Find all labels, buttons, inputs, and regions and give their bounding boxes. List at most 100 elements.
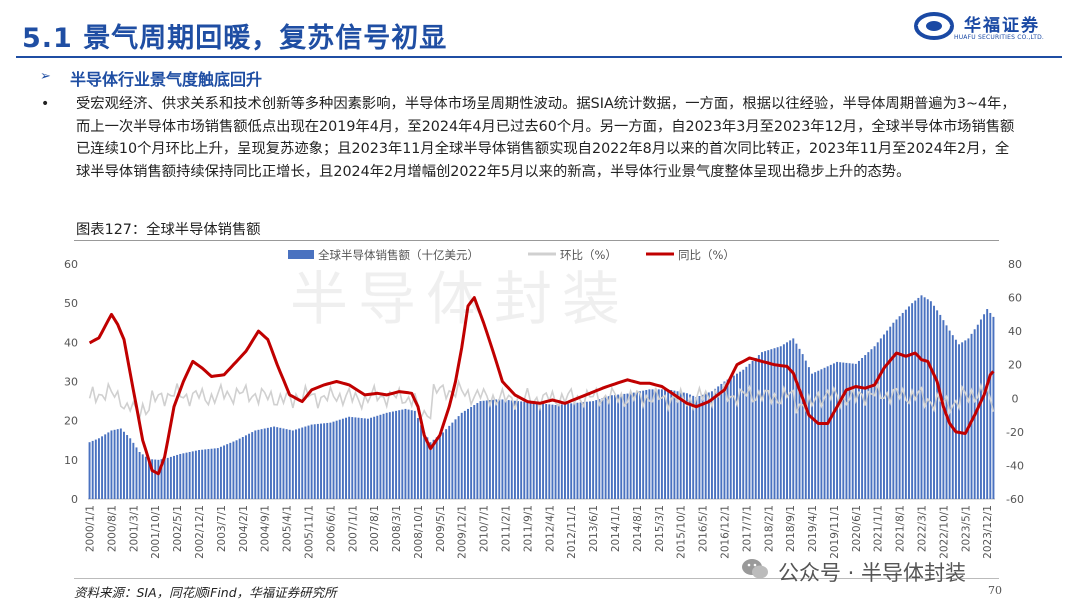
sales-bar (857, 360, 860, 499)
sales-bar (301, 427, 304, 499)
sales-bar (551, 404, 554, 499)
sales-bar (958, 344, 960, 499)
sales-bar (870, 349, 873, 499)
sales-bar (623, 393, 626, 499)
sales-bar (517, 401, 520, 499)
sales-bar (338, 419, 341, 499)
sales-bar (341, 418, 344, 499)
sales-bar (282, 428, 285, 499)
x-axis-tick-label: 2003/7/1 (216, 505, 228, 552)
sales-bar (923, 297, 926, 499)
sales-bar (276, 427, 279, 499)
x-axis-tick-label: 2001/3/1 (128, 505, 140, 552)
sales-bar (911, 303, 914, 499)
sales-bar (770, 349, 773, 499)
x-axis-tick-label: 2000/1/1 (85, 505, 97, 552)
x-axis-tick-label: 2014/1/1 (610, 505, 622, 552)
sales-bar (807, 367, 810, 499)
sales-bar (492, 399, 494, 499)
sales-bar (757, 355, 760, 499)
sales-bar (873, 346, 876, 499)
sales-bar (373, 416, 376, 499)
sales-bar (370, 417, 373, 499)
sales-bar (839, 362, 842, 499)
sales-bar (307, 425, 310, 499)
right-axis-tick-label: -40 (1006, 459, 1024, 472)
sales-bar (829, 364, 832, 499)
sales-bar (188, 452, 191, 499)
sales-bar (420, 425, 423, 499)
x-axis-tick-label: 2015/3/1 (654, 505, 666, 552)
page-title: 5.1 景气周期回暖，复苏信号初显 (22, 23, 448, 54)
right-axis-tick-label: 40 (1008, 325, 1022, 338)
x-axis-tick-label: 2016/12/1 (719, 505, 731, 559)
sales-bar (244, 435, 247, 499)
x-axis-tick-label: 2023/5/1 (960, 505, 972, 552)
sales-bar (495, 399, 498, 499)
x-axis-tick-label: 2013/6/1 (588, 505, 600, 552)
x-axis-tick-label: 2014/8/1 (632, 505, 644, 552)
sales-bar (348, 416, 351, 499)
x-axis-tick-label: 2021/8/1 (895, 505, 907, 552)
sales-bar (119, 428, 122, 499)
sales-bar (598, 399, 601, 500)
right-axis-tick-label: -20 (1006, 426, 1024, 439)
sales-bar (535, 403, 538, 499)
sales-bar (513, 400, 516, 499)
sales-bar (467, 408, 469, 499)
sales-bar (201, 449, 204, 499)
sales-bar (723, 381, 726, 499)
x-axis-tick-label: 2019/11/1 (829, 505, 841, 559)
sales-bar (388, 412, 391, 499)
sales-bar (132, 442, 135, 499)
sales-bar (154, 459, 157, 499)
sales-bar (126, 435, 129, 499)
sales-bar (717, 386, 720, 499)
sales-bar (767, 350, 770, 499)
sales-bar (260, 429, 263, 499)
sales-bar (667, 389, 670, 499)
x-axis-tick-label: 2004/9/1 (260, 505, 272, 552)
x-axis-tick-label: 2007/8/1 (369, 505, 381, 552)
sales-bar (801, 354, 804, 499)
sales-bar (639, 391, 641, 499)
sales-bar (614, 394, 616, 499)
right-axis-tick-label: -60 (1006, 493, 1024, 506)
x-axis-tick-label: 2012/11/1 (566, 505, 578, 559)
x-axis-tick-label: 2007/1/1 (347, 505, 359, 552)
sales-bar (642, 390, 645, 499)
sales-bar (792, 338, 795, 499)
arrow-bullet-icon: ➢ (40, 69, 51, 84)
x-axis-tick-label: 2018/2/1 (763, 505, 775, 552)
sales-bar (563, 404, 566, 499)
x-axis-tick-label: 2004/2/1 (238, 505, 250, 552)
sales-bar (954, 339, 957, 499)
sales-bar (698, 395, 701, 499)
sales-bar (198, 450, 200, 499)
sales-bar (610, 395, 613, 499)
sales-bar (589, 401, 591, 499)
sales-bar (817, 370, 820, 499)
logo-english-name: HUAFU SECURITIES CO.,LTD. (954, 34, 1045, 41)
left-axis-tick-label: 60 (64, 258, 78, 271)
sales-bar (826, 366, 829, 499)
sales-bar (573, 403, 576, 499)
sales-bar (285, 429, 288, 499)
sales-bar (820, 369, 823, 499)
sales-bar (354, 417, 357, 499)
sales-bar (804, 360, 807, 499)
sales-bar (592, 401, 595, 499)
sales-bar (410, 410, 413, 499)
sales-bar (520, 401, 523, 499)
x-axis-tick-label: 2023/12/1 (982, 505, 994, 559)
left-axis-tick-label: 10 (64, 454, 78, 467)
sales-bar (864, 355, 867, 499)
sales-bar (632, 392, 635, 499)
wechat-icon (742, 559, 768, 579)
sales-bar (948, 330, 951, 499)
sales-bar (917, 297, 920, 499)
sales-bar (357, 417, 360, 499)
sales-bar (451, 422, 454, 500)
sales-bar (376, 415, 379, 499)
sales-bar (570, 403, 573, 499)
